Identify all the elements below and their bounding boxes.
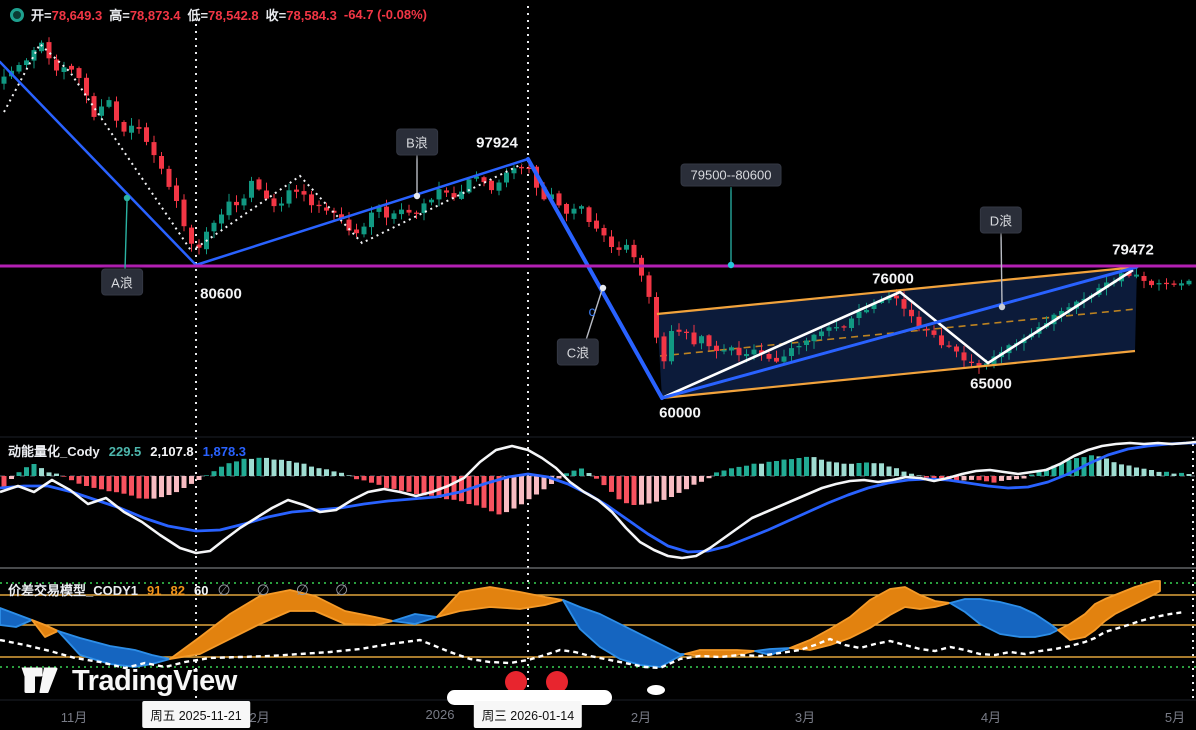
ribbon-band-blue [57,630,171,668]
white-marker-dot [647,685,665,695]
ribbon-band-orange [1057,580,1161,641]
ohlc-open: 开=78,649.3 [31,8,103,23]
spread-value-2: 82 [170,583,185,598]
wave-label-B浪[interactable]: B浪 [396,128,438,156]
price-label-60000: 60000 [659,404,701,422]
wave-zigzag-line [661,268,1134,400]
elliott-c-label[interactable]: c [588,303,596,319]
price-label-79472: 79472 [1112,241,1154,259]
red-dot-marker [505,671,527,693]
axis-month-label: 3月 [794,710,816,725]
wave-label-D浪[interactable]: D浪 [979,206,1023,234]
spread-white-dotted-line [0,610,1186,670]
price-label-76000: 76000 [872,270,914,288]
label-leader-line [124,200,128,271]
label-anchor-dot [599,284,607,292]
axis-month-label: 2026 [425,707,455,722]
ribbon-band-orange [789,586,951,651]
label-anchor-dot [413,192,421,200]
ribbon-band-orange [436,586,564,618]
momentum-value-2: 2,107.8 [150,444,194,459]
spread-panel-title: 价差交易模型_CODY1 [8,583,139,598]
label-anchor-dot [998,303,1006,311]
dotted-zigzag [3,42,193,253]
trend-line [660,265,1139,400]
spread-value-1: 91 [147,583,162,598]
axis-month-label: 2月 [630,710,652,725]
trend-line [526,157,664,400]
label-leader-line [585,289,603,341]
spread-panel-header: 价差交易模型_CODY1 91 82 60 ∅ ∅ ∅ ∅ [8,580,359,599]
ribbon-band-orange [31,619,59,638]
channel-bottom-line [661,349,1136,400]
ribbon-band-blue [0,607,33,628]
ohlc-change: -64.7 (-0.08%) [343,7,427,22]
trend-line [194,157,530,267]
wave-label-79500--80600[interactable]: 79500--80600 [680,163,782,187]
ohlc-close: 收=78,584.3 [265,8,337,23]
momentum-value-1: 229.5 [108,444,142,459]
tradingview-logo-icon [21,667,58,694]
red-dot-marker [546,671,568,693]
label-anchor-dot [727,261,735,269]
ohlc-high: 高=78,873.4 [109,8,181,23]
price-label-65000: 65000 [970,375,1012,393]
channel-top-line [656,265,1138,316]
momentum-blue-line [0,441,1196,554]
axis-month-label: 11月 [60,710,88,725]
wave-label-C浪[interactable]: C浪 [556,338,600,366]
date-marker-box: 周五 2025-11-21 [142,701,250,728]
series-status-icon[interactable] [10,7,24,22]
momentum-value-3: 1,878.3 [202,444,247,459]
wave-label-A浪[interactable]: A浪 [101,268,143,296]
ohlc-header: 开=78,649.3 高=78,873.4 低=78,542.8 收=78,58… [10,5,427,24]
label-anchor-dot [123,194,131,202]
ribbon-band-blue [949,598,1059,638]
tradingview-logo-text: TradingView [72,664,237,697]
momentum-panel-header: 动能量化_Cody 229.5 2,107.8 1,878.3 [8,441,246,460]
ribbon-band-blue [392,613,438,625]
tradingview-logo[interactable]: TradingView [20,664,237,698]
label-leader-line [1000,231,1003,305]
trend-line [0,60,198,267]
dotted-zigzag [195,163,523,249]
channel-midline [659,308,1137,357]
axis-month-label: 4月 [980,710,1002,725]
momentum-panel-title: 动能量化_Cody [8,444,100,459]
ribbon-band-blue [754,647,791,656]
momentum-white-line [0,440,1196,560]
ohlc-low: 低=78,542.8 [187,8,259,23]
axis-month-label: 5月 [1164,710,1186,725]
date-marker-box: 周三 2026-01-14 [473,701,583,728]
spread-empty-values: ∅ ∅ ∅ ∅ [217,582,360,599]
spread-value-3: 60 [193,583,209,598]
price-label-80600: 80600 [200,285,242,303]
price-label-97924: 97924 [476,134,518,152]
